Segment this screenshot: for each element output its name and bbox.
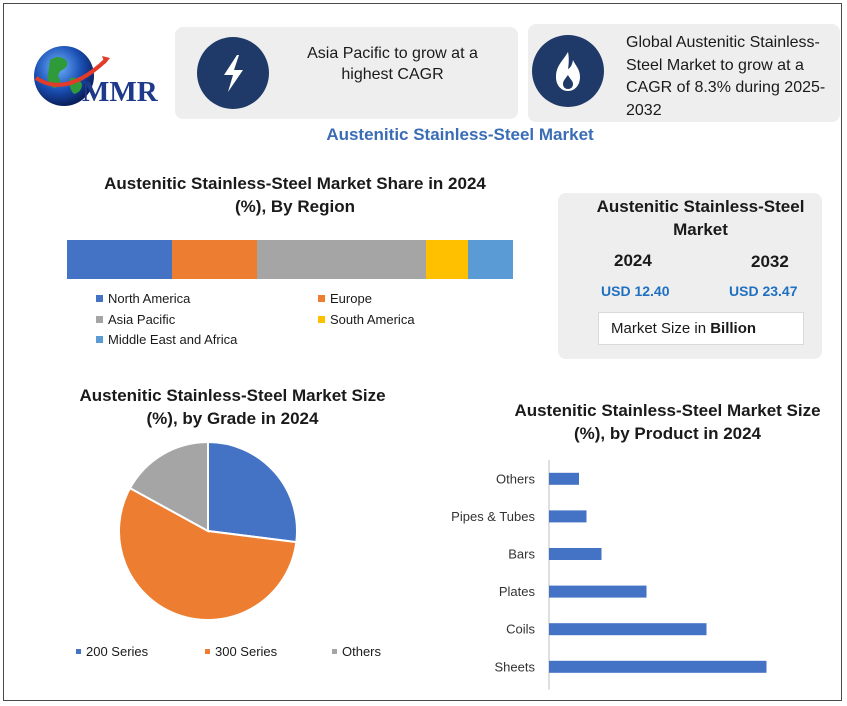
category-label-sheets: Sheets [495, 659, 536, 674]
product-bar-chart: Others Pipes & Tubes Bars Plates Coils Sheets [451, 460, 767, 690]
legend-swatch [318, 295, 325, 302]
category-label-coils: Coils [506, 622, 535, 637]
legend-label: 200 Series [86, 644, 149, 659]
legend-swatch [76, 649, 81, 654]
legend-swatch [332, 649, 337, 654]
market-size-card: Austenitic Stainless-Steel Market 2024 2… [558, 193, 822, 359]
legend-swatch [96, 295, 103, 302]
bar-bars [549, 548, 602, 560]
legend-label: North America [108, 291, 191, 306]
mmr-logo: MMR [30, 38, 160, 118]
grade-pie-chart [118, 440, 298, 621]
region-legend: North America Europe Asia Pacific South Ame… [96, 291, 456, 351]
year-2032-label: 2032 [751, 252, 789, 271]
region-bar-segment-north-america [67, 240, 172, 279]
legend-swatch [96, 316, 103, 323]
legend-label: Asia Pacific [108, 312, 176, 327]
grade-chart-title: Austenitic Stainless-Steel Market Size (… [79, 386, 386, 428]
legend-item-300-series: 300 Series [205, 644, 277, 659]
legend-label: Middle East and Africa [108, 332, 238, 347]
bar-coils [549, 623, 707, 636]
market-size-title: Austenitic Stainless-Steel Market [596, 197, 805, 239]
bar-others [549, 472, 579, 485]
legend-item-200-series: 200 Series [76, 644, 148, 659]
bar-sheets [549, 660, 767, 673]
logo-text: MMR [82, 76, 158, 108]
bar-pipes-tubes [549, 510, 587, 523]
legend-swatch [205, 649, 210, 654]
value-2032: USD 23.47 [729, 283, 798, 299]
footer-prefix: Market Size in [611, 320, 711, 337]
legend-label: 300 Series [215, 644, 278, 659]
pie-slice-300-series [118, 486, 298, 621]
pie-slice-200-series [207, 440, 298, 544]
year-2024-label: 2024 [614, 251, 652, 270]
footer-unit: Billion [710, 320, 757, 337]
category-label-others: Others [496, 471, 536, 486]
legend-item-north-america: North America [96, 291, 190, 306]
legend-label: Others [342, 644, 382, 659]
lightning-icon [197, 37, 269, 109]
infographic-frame [3, 3, 842, 701]
legend-item-asia-pacific: Asia Pacific [96, 312, 175, 327]
region-bar-segment-asia-pacific [256, 240, 426, 279]
globe-icon [34, 46, 110, 106]
category-label-pipes-tubes: Pipes & Tubes [451, 509, 535, 524]
legend-item-south-america: South America [318, 312, 415, 327]
legend-label: South America [330, 312, 415, 327]
legend-label: Europe [330, 291, 372, 306]
legend-swatch [318, 316, 325, 323]
category-label-plates: Plates [499, 584, 536, 599]
flame-icon [532, 35, 604, 107]
pie-slice-others [128, 440, 209, 533]
region-stacked-bar [67, 240, 513, 279]
bar-plates [549, 585, 647, 598]
region-bar-segment-europe [171, 240, 257, 279]
highlight-card-growth-region: Asia Pacific to grow at a highest CAGR [175, 27, 518, 119]
region-bar-segment-middle-east-and-africa [468, 240, 513, 279]
region-bar-segment-south-america [426, 240, 469, 279]
legend-item-others: Others [332, 644, 381, 659]
value-2024: USD 12.40 [601, 283, 670, 299]
category-label-bars: Bars [508, 547, 535, 562]
region-chart-title: Austenitic Stainless-Steel Market Share … [104, 174, 486, 216]
product-chart-title: Austenitic Stainless-Steel Market Size (… [514, 401, 821, 443]
main-title: Austenitic Stainless-Steel Market [326, 125, 594, 144]
highlight-card-cagr: Global Austenitic Stainless-Steel Market… [528, 24, 840, 122]
card1-text: Asia Pacific to grow at a highest CAGR [307, 45, 478, 83]
legend-item-europe: Europe [318, 291, 372, 306]
legend-swatch [96, 336, 103, 343]
market-size-footer: Market Size in Billion [598, 312, 804, 345]
grade-legend: 200 Series 300 Series Others [76, 644, 406, 664]
legend-item-middle-east-and-africa: Middle East and Africa [96, 332, 237, 347]
card2-text: Global Austenitic Stainless-Steel Market… [626, 34, 826, 119]
